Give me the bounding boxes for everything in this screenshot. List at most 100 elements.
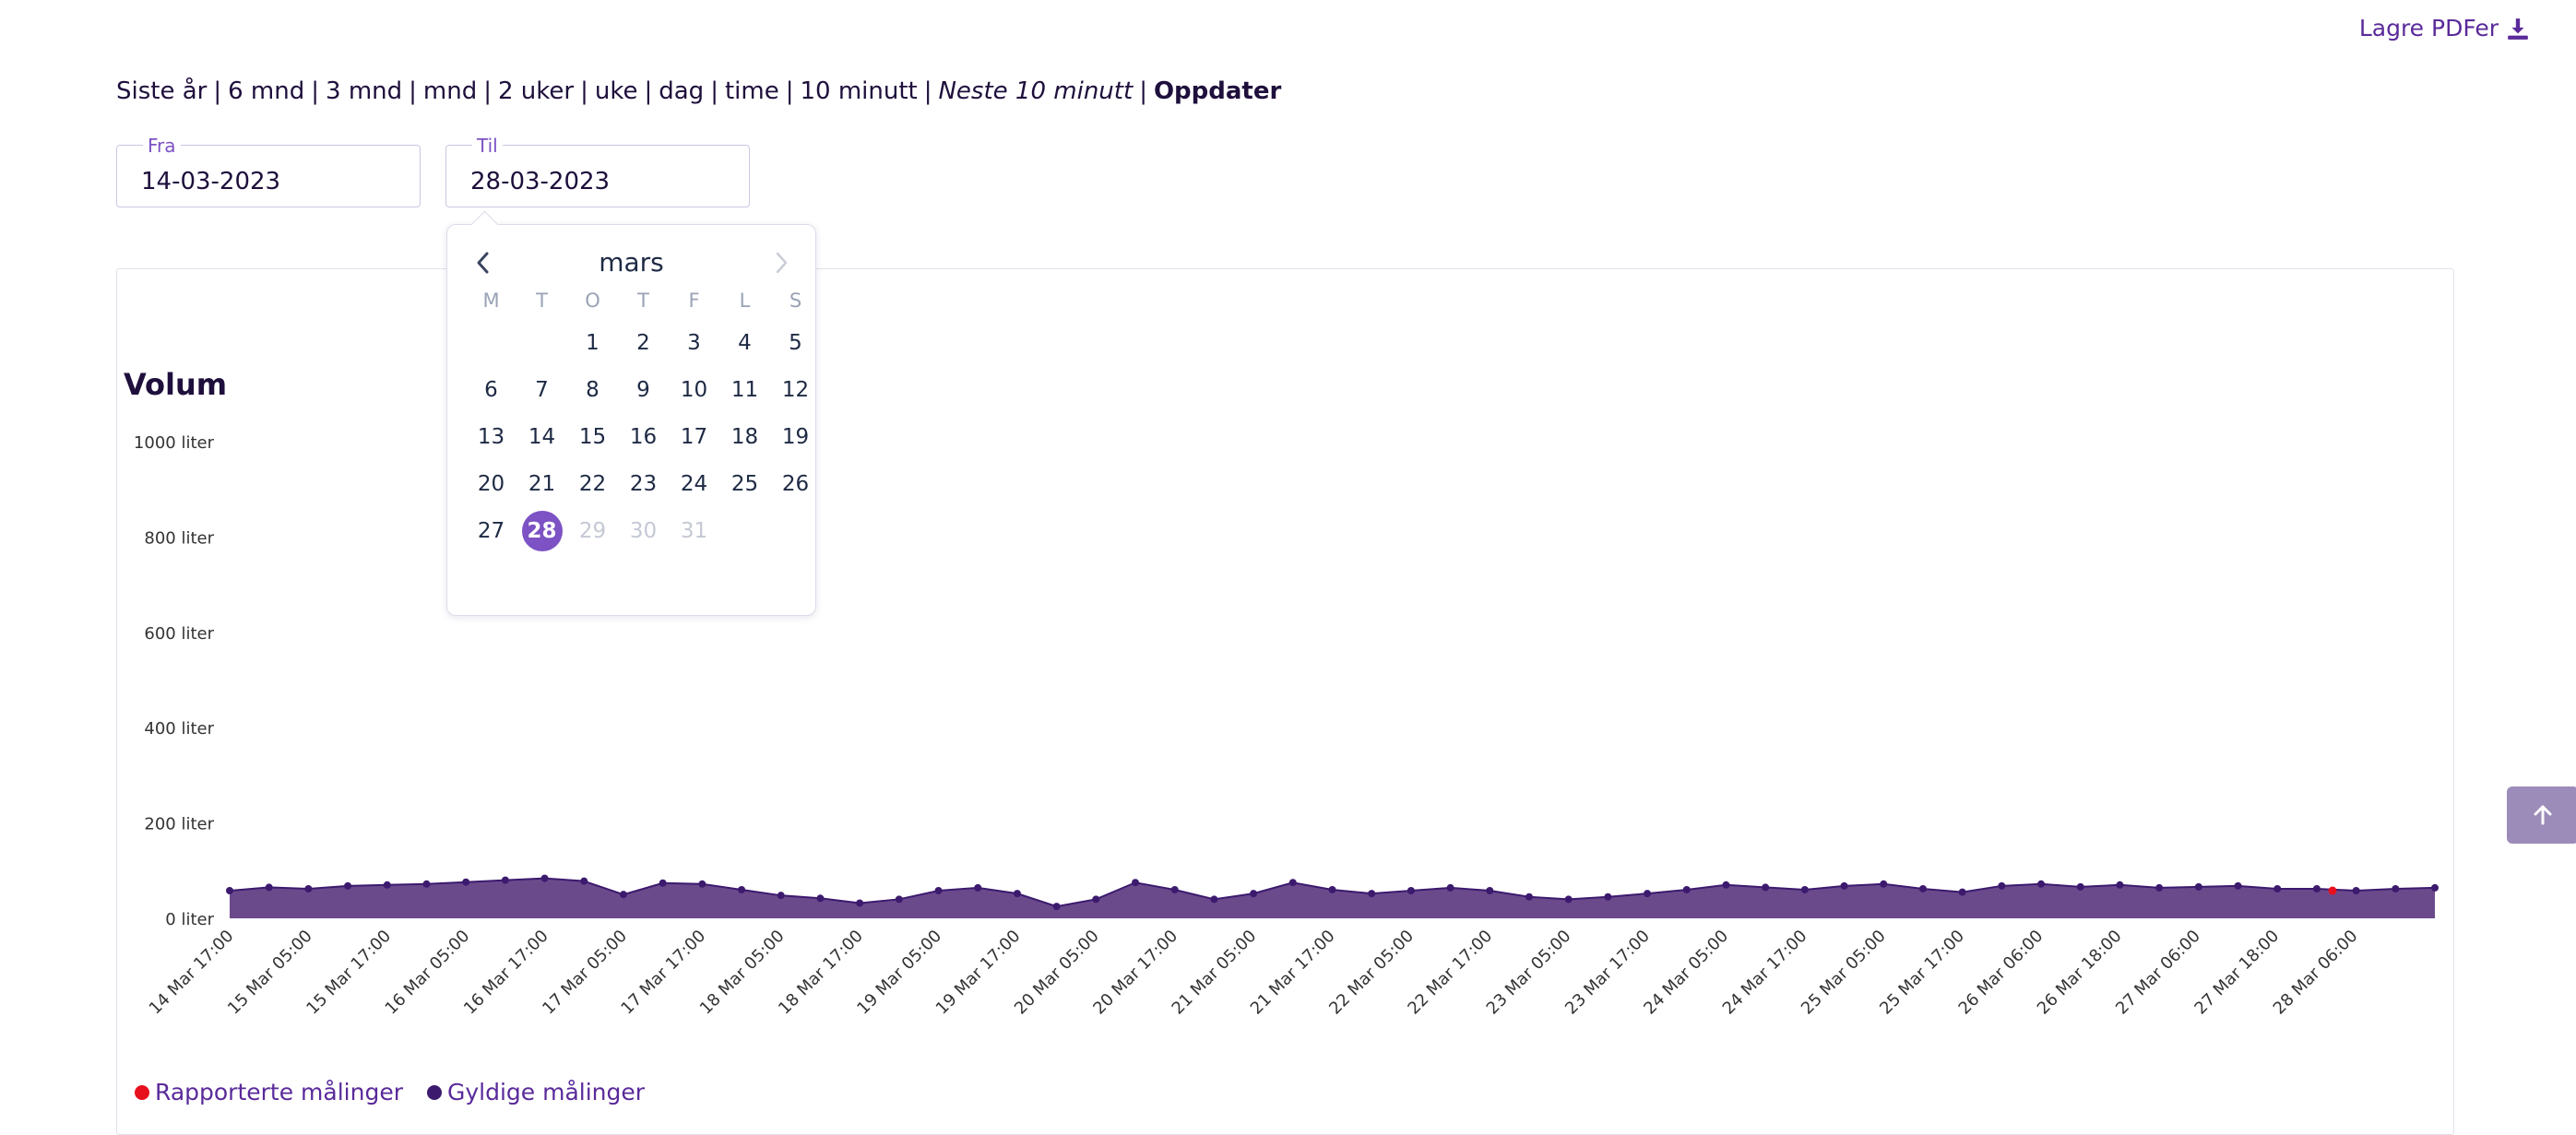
range-option-hour[interactable]: time bbox=[724, 77, 779, 105]
data-point-valid bbox=[2234, 881, 2242, 890]
calendar-day[interactable]: 22 bbox=[567, 460, 618, 507]
y-tick-label: 400 liter bbox=[144, 719, 214, 739]
update-button[interactable]: Oppdater bbox=[1153, 77, 1282, 105]
calendar-day-number: 30 bbox=[629, 518, 658, 543]
to-date-field[interactable]: Til 28-03-2023 bbox=[445, 135, 750, 207]
data-point-valid bbox=[1368, 890, 1376, 898]
range-option-6-months[interactable]: 6 mnd bbox=[228, 77, 305, 105]
legend-item-valid[interactable]: Gyldige målinger bbox=[426, 1079, 645, 1105]
calendar-day-number: 2 bbox=[636, 330, 650, 355]
data-point-valid bbox=[501, 876, 509, 884]
data-point-valid bbox=[1682, 885, 1691, 893]
y-tick-label: 800 liter bbox=[144, 528, 214, 548]
data-point-valid bbox=[738, 885, 746, 893]
arrow-up-icon bbox=[2534, 805, 2552, 825]
calendar-day[interactable]: 26 bbox=[770, 460, 821, 507]
data-point-valid bbox=[659, 879, 667, 887]
calendar-day[interactable]: 15 bbox=[567, 413, 618, 460]
calendar-day[interactable]: 7 bbox=[516, 366, 567, 413]
calendar-day-selected[interactable]: 28 bbox=[516, 507, 567, 554]
range-option-week[interactable]: uke bbox=[594, 77, 638, 105]
data-point-valid bbox=[462, 878, 470, 886]
download-icon bbox=[2508, 18, 2528, 40]
data-point-valid bbox=[1013, 890, 1021, 898]
calendar-day[interactable]: 4 bbox=[719, 319, 770, 366]
range-option-2-weeks[interactable]: 2 uker bbox=[497, 77, 575, 105]
range-option-10-minutes[interactable]: 10 minutt bbox=[800, 77, 918, 105]
calendar-day[interactable]: 16 bbox=[618, 413, 669, 460]
calendar-day[interactable]: 2 bbox=[618, 319, 669, 366]
data-point-valid bbox=[1446, 883, 1454, 892]
calendar-day-number: 5 bbox=[789, 330, 802, 355]
data-point-valid bbox=[1486, 887, 1494, 895]
calendar-day[interactable]: 13 bbox=[466, 413, 516, 460]
calendar-day[interactable]: 25 bbox=[719, 460, 770, 507]
calendar-day[interactable]: 21 bbox=[516, 460, 567, 507]
calendar-day[interactable]: 20 bbox=[466, 460, 516, 507]
calendar-day[interactable]: 12 bbox=[770, 366, 821, 413]
data-point-valid bbox=[2431, 883, 2439, 892]
chart-title: Volum bbox=[124, 367, 228, 402]
calendar-day[interactable]: 9 bbox=[618, 366, 669, 413]
calendar-day[interactable]: 3 bbox=[669, 319, 719, 366]
scroll-to-top-button[interactable] bbox=[2507, 786, 2576, 844]
calendar-day: 30 bbox=[618, 507, 669, 554]
calendar-day[interactable]: 19 bbox=[770, 413, 821, 460]
data-point-valid bbox=[2037, 880, 2046, 888]
data-point-valid bbox=[2116, 881, 2124, 889]
calendar-day[interactable]: 10 bbox=[669, 366, 719, 413]
calendar-grid: M T O T F L S 1 2 3 4 5 6 7 8 9 10 11 12 13 14 15 16 17 18 19 20 21… bbox=[466, 290, 821, 554]
data-point-valid bbox=[1525, 893, 1533, 901]
calendar-day-number: 17 bbox=[680, 424, 708, 449]
calendar-day[interactable]: 27 bbox=[466, 507, 516, 554]
data-point-valid bbox=[2076, 882, 2084, 891]
calendar-day[interactable]: 5 bbox=[770, 319, 821, 366]
calendar-day-number: 6 bbox=[484, 377, 498, 402]
calendar-day-number: 12 bbox=[781, 377, 810, 402]
calendar-day[interactable]: 6 bbox=[466, 366, 516, 413]
calendar-day[interactable]: 14 bbox=[516, 413, 567, 460]
from-date-label: Fra bbox=[143, 135, 181, 157]
calendar-day-number: 31 bbox=[680, 518, 708, 543]
data-point-valid bbox=[1092, 895, 1100, 904]
weekday-header: T bbox=[637, 290, 649, 312]
data-point-valid bbox=[2194, 882, 2202, 891]
legend-label-reported: Rapporterte målinger bbox=[155, 1079, 403, 1105]
range-option-last-year[interactable]: Siste år bbox=[116, 77, 208, 105]
calendar-day-number: 18 bbox=[730, 424, 759, 449]
calendar-day[interactable]: 18 bbox=[719, 413, 770, 460]
data-point-valid bbox=[974, 883, 982, 892]
range-option-next-10-minutes[interactable]: Neste 10 minutt bbox=[938, 77, 1134, 105]
save-pdf-link[interactable]: Lagre PDFer bbox=[2359, 15, 2530, 41]
calendar-day-number: 11 bbox=[730, 377, 759, 402]
data-point-valid bbox=[383, 881, 391, 889]
calendar-day[interactable]: 11 bbox=[719, 366, 770, 413]
calendar-day[interactable]: 24 bbox=[669, 460, 719, 507]
data-point-valid bbox=[895, 895, 903, 904]
calendar-day-number: 23 bbox=[629, 471, 658, 496]
calendar-day[interactable]: 8 bbox=[567, 366, 618, 413]
data-point-valid bbox=[816, 894, 825, 903]
calendar-day[interactable]: 17 bbox=[669, 413, 719, 460]
calendar-day-number: 25 bbox=[730, 471, 759, 496]
range-option-day[interactable]: dag bbox=[659, 77, 705, 105]
data-point-valid bbox=[856, 899, 864, 907]
data-point-valid bbox=[1958, 888, 1966, 896]
calendar-day-number: 29 bbox=[578, 518, 607, 543]
time-range-bar: Siste år | 6 mnd | 3 mnd | mnd | 2 uker | uke | dag |… bbox=[116, 77, 1282, 105]
y-tick-label: 1000 liter bbox=[134, 433, 215, 453]
weekday-header: L bbox=[739, 290, 751, 312]
to-date-value: 28-03-2023 bbox=[470, 168, 611, 195]
calendar-day[interactable]: 1 bbox=[567, 319, 618, 366]
from-date-field[interactable]: Fra 14-03-2023 bbox=[116, 135, 421, 207]
calendar-day-number: 19 bbox=[781, 424, 810, 449]
chevron-left-icon[interactable] bbox=[469, 249, 497, 277]
calendar-day[interactable]: 23 bbox=[618, 460, 669, 507]
range-option-month[interactable]: mnd bbox=[422, 77, 478, 105]
calendar-day-number: 8 bbox=[586, 377, 599, 402]
data-point-valid bbox=[1328, 885, 1336, 893]
range-option-3-months[interactable]: 3 mnd bbox=[326, 77, 403, 105]
calendar-empty-cell bbox=[516, 319, 567, 366]
data-point-valid bbox=[2392, 884, 2400, 893]
legend-item-reported[interactable]: Rapporterte målinger bbox=[135, 1079, 403, 1105]
